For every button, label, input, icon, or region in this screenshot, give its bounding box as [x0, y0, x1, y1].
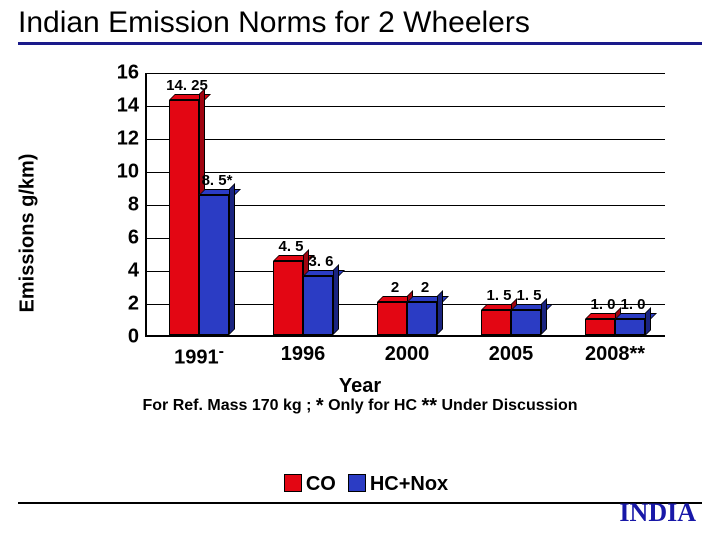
y-tick-label: 0	[128, 326, 147, 349]
bar-group: 222000	[355, 73, 459, 335]
y-tick-label: 4	[128, 260, 147, 283]
bar-hcnox	[511, 310, 541, 335]
value-label: 1. 5	[486, 287, 511, 304]
value-label: 3. 6	[308, 253, 333, 270]
legend-swatch	[348, 474, 366, 492]
chart-footnote: For Ref. Mass 170 kg ; * Only for HC ** …	[0, 395, 720, 418]
y-axis-label: Emissions g/km)	[17, 154, 40, 313]
bar-group: 4. 53. 61996	[251, 73, 355, 335]
bottom-rule	[18, 502, 702, 504]
value-label: 2	[421, 279, 429, 296]
bar-co	[585, 319, 615, 336]
bar-hcnox	[407, 302, 437, 335]
value-label: 1. 5	[516, 287, 541, 304]
y-tick-label: 10	[117, 161, 147, 184]
footer-country: INDIA	[619, 498, 696, 528]
footnote-star: *	[316, 395, 324, 417]
bar-hcnox	[199, 195, 229, 335]
legend-label: CO	[306, 473, 336, 495]
y-tick-label: 14	[117, 95, 147, 118]
y-tick-label: 12	[117, 128, 147, 151]
x-tick-label: 2000	[385, 343, 430, 366]
legend-label: HC+Nox	[370, 473, 448, 495]
bar-co	[377, 302, 407, 335]
y-tick-label: 8	[128, 194, 147, 217]
footnote-part: Only for HC	[328, 397, 421, 414]
value-label: 1. 0	[620, 296, 645, 313]
y-tick-label: 16	[117, 62, 147, 85]
legend: CO HC+Nox	[0, 473, 720, 496]
bar-co	[273, 261, 303, 335]
x-tick-label: 1996	[281, 343, 326, 366]
x-tick-label: 2008**	[585, 343, 645, 366]
footnote-part: For Ref. Mass 170 kg ;	[142, 397, 315, 414]
value-label: 1. 0	[590, 296, 615, 313]
x-tick-label: 2005	[489, 343, 534, 366]
y-tick-label: 2	[128, 293, 147, 316]
bar-group: 1. 51. 52005	[459, 73, 563, 335]
bar-group: 14. 258. 5*1991-	[147, 73, 251, 335]
footnote-star: **	[421, 395, 437, 417]
value-label: 8. 5*	[202, 172, 233, 189]
emissions-chart: Emissions g/km) 0 2 4 6 8 10 12 14 16 14. 25 8. 5*…	[0, 63, 720, 403]
y-tick-label: 6	[128, 227, 147, 250]
value-label: 4. 5	[278, 238, 303, 255]
bar-group: 1. 01. 02008**	[563, 73, 667, 335]
x-tick-label: 1991-	[174, 343, 224, 370]
value-label: 14. 25	[166, 77, 208, 94]
title-underline	[18, 42, 702, 45]
bar-co	[169, 100, 199, 335]
bar-co	[481, 310, 511, 335]
value-label: 2	[391, 279, 399, 296]
legend-swatch	[284, 474, 302, 492]
footnote-part: Under Discussion	[441, 397, 577, 414]
bar-hcnox	[303, 276, 333, 335]
bar-hcnox	[615, 319, 645, 336]
page-title: Indian Emission Norms for 2 Wheelers	[0, 0, 720, 42]
plot-area: 024681012141614. 258. 5*1991-4. 53. 6199…	[145, 73, 665, 337]
